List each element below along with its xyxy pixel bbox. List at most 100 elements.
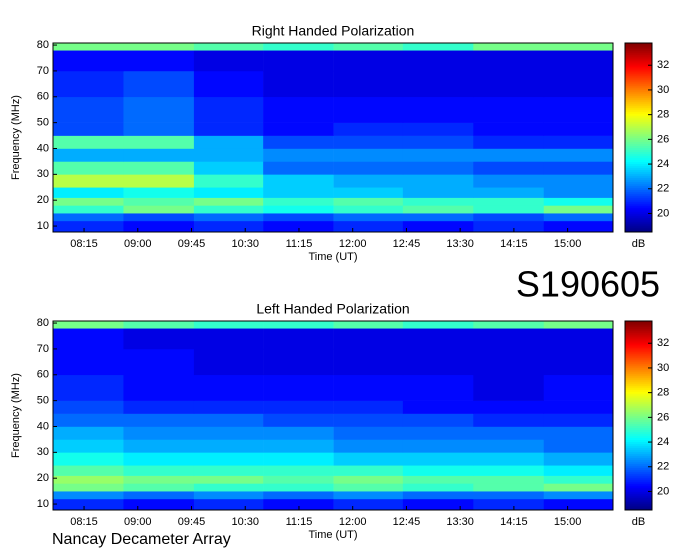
heatmap-cell [263, 122, 334, 136]
colorbar-step [625, 67, 652, 70]
footer: Nancay Decameter Array [52, 531, 231, 548]
heatmap-cell [53, 483, 124, 492]
colorbar-step [625, 197, 652, 201]
colorbar-step [625, 185, 652, 189]
heatmap-cell [123, 426, 195, 440]
colorbar-step [625, 447, 652, 451]
heatmap-cell [123, 321, 195, 329]
colorbar-step [625, 169, 652, 173]
heatmap-cell [402, 328, 474, 350]
heatmap-cell [123, 50, 195, 72]
colorbar-step [625, 105, 652, 108]
plot-frame [52, 320, 614, 511]
heatmap-cell [123, 122, 195, 136]
colorbar-step [625, 419, 652, 422]
heatmap-cell [53, 197, 124, 206]
heatmap-cell [402, 475, 474, 484]
colorbar-step [625, 489, 652, 493]
heatmap-cell [333, 43, 404, 51]
colorbar-step [625, 137, 652, 140]
heatmap-cell [333, 122, 404, 136]
heatmap-cell [123, 374, 195, 401]
heatmap-cell [402, 426, 474, 440]
colorbar-step [625, 73, 652, 76]
colorbar-step [625, 211, 652, 215]
colorbar-step [625, 431, 652, 434]
colorbar-step [625, 151, 652, 154]
colorbar-step [625, 411, 652, 414]
heatmap-cell [123, 439, 195, 453]
heatmap-cell [53, 135, 124, 149]
x-tick-label: 12:00 [339, 516, 367, 528]
colorbar-step [625, 327, 652, 330]
heatmap-cell [473, 483, 545, 492]
heatmap-cell [402, 374, 474, 401]
colorbar-step [625, 75, 652, 78]
colorbar-step [625, 189, 652, 193]
heatmap-cell [543, 374, 614, 401]
heatmap-cell [473, 43, 545, 51]
x-tick-label: 14:15 [500, 238, 528, 250]
heatmap-cell [473, 70, 545, 98]
y-tick-label: 60 [37, 369, 49, 381]
heatmap-cell [402, 161, 474, 175]
colorbar-step [625, 323, 652, 326]
x-tick-label: 12:45 [393, 516, 421, 528]
colorbar-step [625, 89, 652, 92]
heatmap-cell [333, 213, 404, 222]
heatmap-cell [53, 187, 124, 198]
x-axis-label: Time (UT) [308, 529, 357, 541]
heatmap-cell [543, 426, 614, 440]
heatmap-cell [402, 465, 474, 476]
x-axis-label: Time (UT) [308, 251, 357, 263]
colorbar-step [625, 405, 652, 408]
heatmap-cell [53, 374, 124, 401]
x-tick-label: 11:15 [286, 516, 313, 528]
heatmap-cell [123, 96, 195, 123]
heatmap-cell [193, 452, 264, 466]
colorbar-step [625, 77, 652, 80]
colorbar-step [625, 345, 652, 348]
colorbar-step [625, 353, 652, 356]
colorbar-step [625, 143, 652, 146]
heatmap-cell [123, 475, 195, 484]
heatmap-cell [333, 400, 404, 414]
heatmap-cell [263, 413, 334, 427]
x-tick-label: 10:30 [231, 516, 259, 528]
colorbar-step [625, 61, 652, 64]
heatmap-cell [193, 374, 264, 401]
heatmap-cell [333, 135, 404, 149]
heatmap-cell [333, 96, 404, 123]
x-tick-label: 09:45 [178, 238, 206, 250]
heatmap-cell [333, 174, 404, 188]
heatmap-cell [333, 321, 404, 329]
colorbar-step [625, 147, 652, 150]
heatmap-cell [543, 213, 614, 222]
heatmap-cell [53, 50, 124, 72]
heatmap-cell [402, 122, 474, 136]
colorbar-step [625, 375, 652, 378]
colorbar-step [625, 173, 652, 177]
colorbar-step [625, 131, 652, 134]
colorbar-step [625, 417, 652, 420]
heatmap-cell [473, 413, 545, 427]
heatmap-cell [123, 220, 195, 233]
heatmap-cell [473, 374, 545, 401]
heatmap-cell [123, 483, 195, 492]
x-tick-label: 13:30 [446, 238, 474, 250]
colorbar-step [625, 359, 652, 362]
colorbar-step [625, 429, 652, 432]
heatmap-cell [193, 205, 264, 214]
y-tick-label: 40 [37, 420, 49, 432]
heatmap-cell [263, 400, 334, 414]
heatmap-cell [193, 187, 264, 198]
y-tick-label: 50 [37, 395, 49, 407]
colorbar-step [625, 125, 652, 128]
heatmap-cell [402, 483, 474, 492]
heatmap-cell [543, 498, 614, 511]
heatmap-cell [193, 321, 264, 329]
colorbar-step [625, 223, 652, 227]
colorbar-step [625, 141, 652, 144]
heatmap-cell [123, 413, 195, 427]
heatmap-cell [333, 148, 404, 162]
